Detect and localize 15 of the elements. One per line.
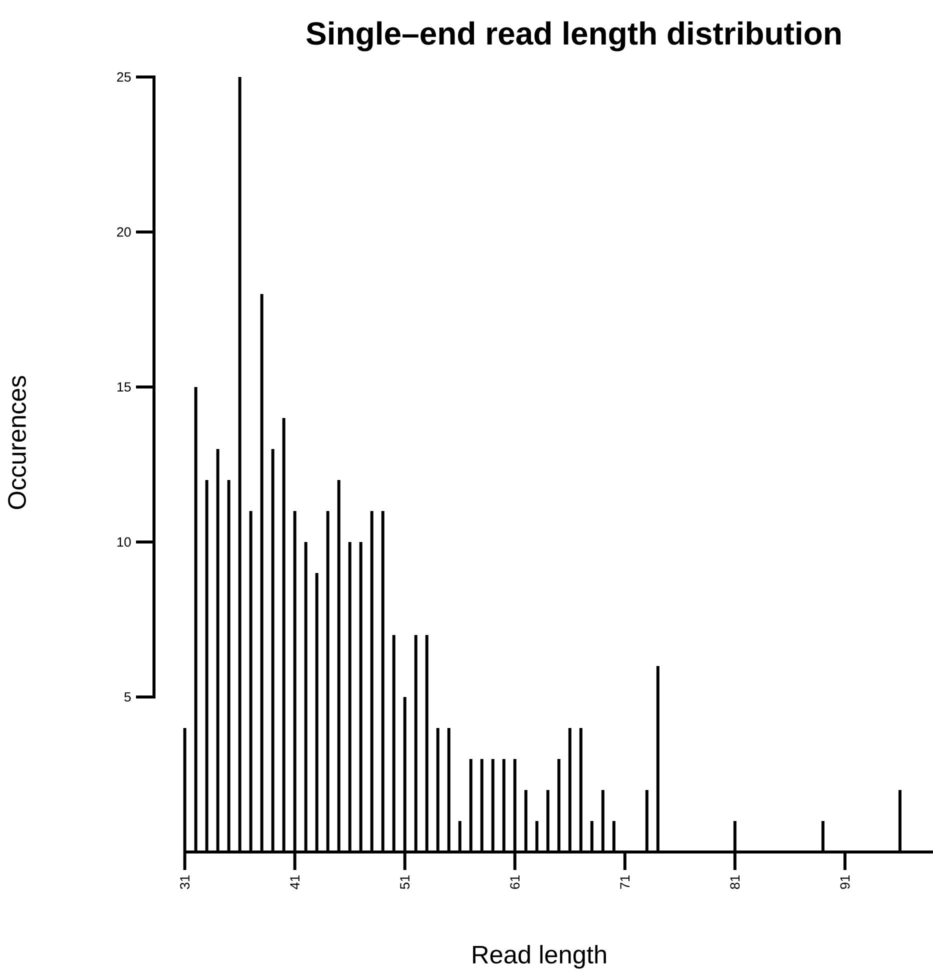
chart-title: Single–end read length distribution <box>306 21 840 52</box>
x-tick-label: 91 <box>840 875 850 889</box>
y-axis-title: Occurences <box>8 376 26 510</box>
x-tick-label: 31 <box>180 875 190 890</box>
x-tick-label: 61 <box>510 875 520 889</box>
x-axis-title: Read length <box>473 945 606 969</box>
x-tick-label: 81 <box>730 875 740 889</box>
x-tick-label: 41 <box>290 875 300 890</box>
y-tick-label: 5 <box>124 692 131 702</box>
y-tick-label: 25 <box>117 72 131 82</box>
y-tick-label: 20 <box>117 227 131 237</box>
y-tick-label: 15 <box>117 382 131 392</box>
x-tick-label: 51 <box>400 875 410 889</box>
y-tick-label: 10 <box>117 537 131 547</box>
x-tick-label: 71 <box>620 875 630 889</box>
